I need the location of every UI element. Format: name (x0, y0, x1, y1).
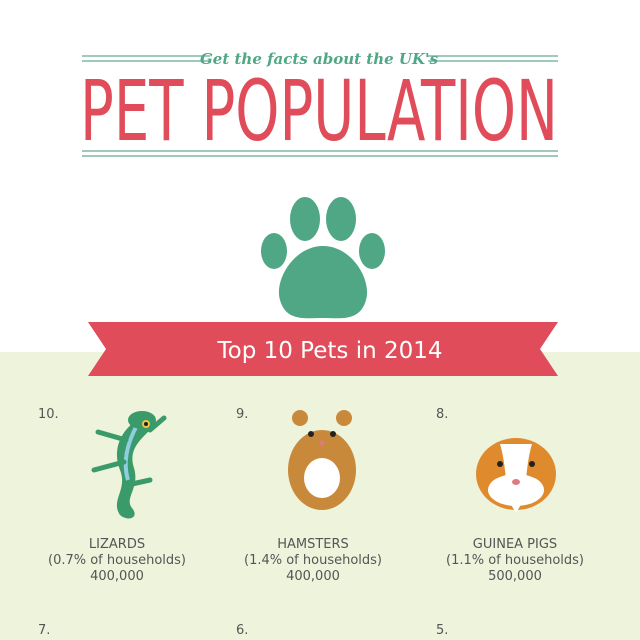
pet-rank: 7. (38, 623, 50, 638)
subtitle: Get the facts about the UK's (200, 50, 439, 68)
pet-share: (1.4% of households) (244, 553, 382, 568)
header-rules (82, 55, 558, 157)
paw-icon (261, 197, 385, 319)
pet-rank: 6. (236, 623, 248, 638)
pet-count: 400,000 (286, 569, 340, 584)
banner-text: Top 10 Pets in 2014 (216, 338, 442, 364)
lizard-illustration (91, 411, 167, 519)
guinea-pig-illustration (476, 438, 556, 512)
pet-share: (1.1% of households) (446, 553, 584, 568)
pet-name: HAMSTERS (277, 537, 349, 552)
pet-rank: 8. (436, 407, 448, 422)
pet-rank: 5. (436, 623, 448, 638)
title: PET POPULATION (80, 62, 558, 160)
pet-rank: 9. (236, 407, 248, 422)
pet-name: LIZARDS (89, 537, 145, 552)
pet-count: 500,000 (488, 569, 542, 584)
pet-rank: 10. (38, 407, 59, 422)
pet-name: GUINEA PIGS (473, 537, 557, 552)
hamster-illustration (288, 410, 356, 510)
pet-count: 400,000 (90, 569, 144, 584)
pet-list: 10.LIZARDS(0.7% of households)400,0009.H… (38, 407, 584, 638)
banner (88, 322, 558, 376)
pet-share: (0.7% of households) (48, 553, 186, 568)
